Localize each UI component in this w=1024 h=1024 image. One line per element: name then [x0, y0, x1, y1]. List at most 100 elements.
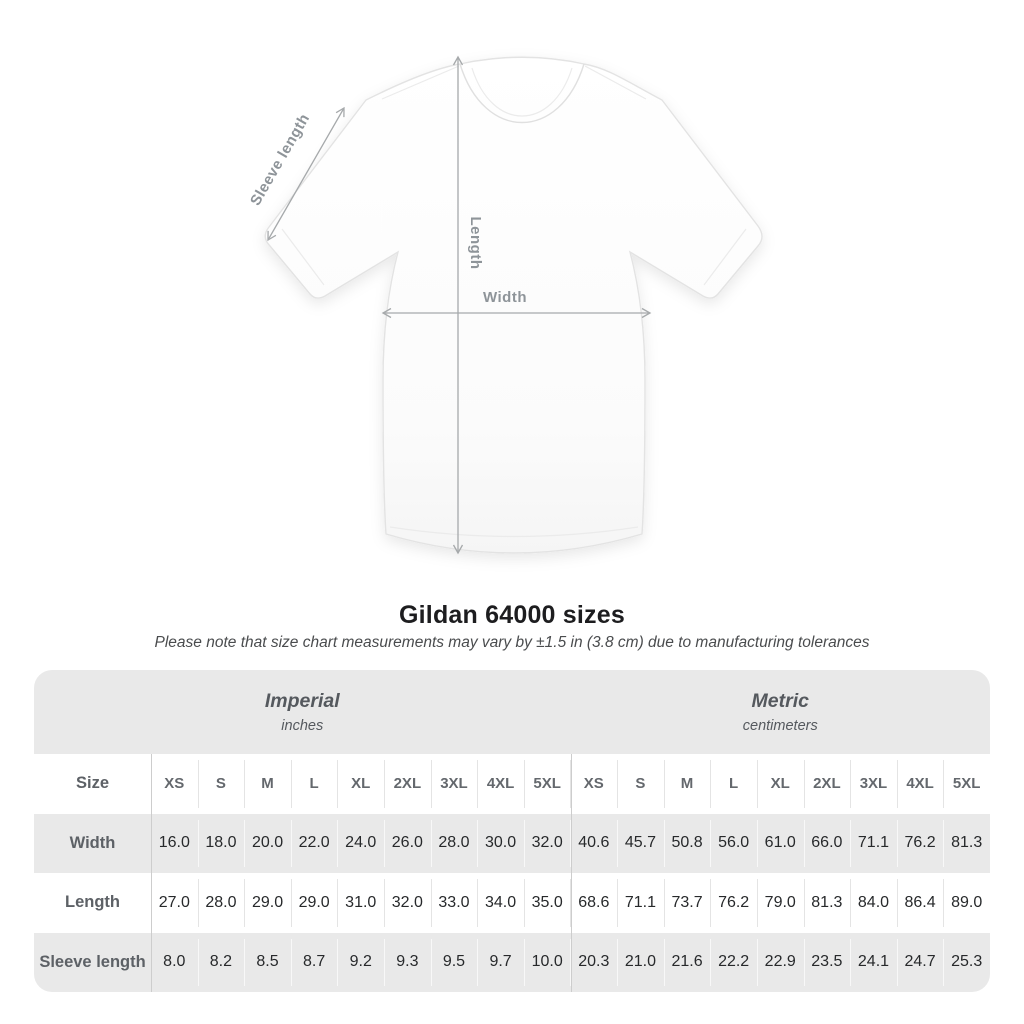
length-annotation: Length	[452, 55, 484, 555]
table-cell: 31.0	[337, 873, 384, 933]
table-cell: 29.0	[290, 873, 338, 933]
table-cell: 61.0	[756, 814, 804, 874]
size-column-header: L	[710, 754, 757, 814]
table-cell: 68.6	[570, 873, 617, 933]
table-cell: 32.0	[523, 814, 571, 874]
table-cell: 16.0	[151, 814, 198, 874]
table-cell: 9.2	[337, 933, 384, 993]
size-column-header: XL	[337, 754, 384, 814]
unit-group-metric: Metric centimeters	[571, 670, 991, 754]
size-column-header: XS	[151, 754, 198, 814]
table-cell: 24.7	[896, 933, 944, 993]
size-column-header: 2XL	[384, 754, 431, 814]
page-title: Gildan 64000 sizes	[399, 601, 625, 629]
table-cell: 22.0	[290, 814, 338, 874]
table-cell: 8.2	[197, 933, 245, 993]
table-cell: 28.0	[430, 814, 478, 874]
size-column-header: M	[244, 754, 291, 814]
imperial-label: Imperial	[264, 690, 340, 712]
table-cell: 9.5	[430, 933, 478, 993]
width-annotation: Width	[381, 289, 652, 319]
table-cell: 10.0	[523, 933, 571, 993]
metric-label: Metric	[751, 690, 809, 712]
table-cell: 22.2	[710, 933, 757, 993]
table-cell: 29.0	[244, 873, 291, 933]
width-label: Width	[483, 289, 527, 306]
table-row: Length 27.0 28.0 29.0 29.0 31.0 32.0 33.0 34.0 35…	[34, 873, 990, 933]
table-cell: 81.3	[943, 814, 990, 874]
size-column-header: 5XL	[943, 754, 990, 814]
table-cell: 71.1	[617, 873, 664, 933]
table-cell: 9.3	[384, 933, 431, 993]
table-cell: 35.0	[523, 873, 571, 933]
unit-section-divider	[570, 754, 572, 992]
collar-line	[459, 63, 585, 124]
table-cell: 76.2	[710, 873, 757, 933]
tshirt-image	[264, 56, 763, 554]
table-cell: 76.2	[896, 814, 944, 874]
row-label: Width	[69, 833, 116, 852]
table-cell: 79.0	[756, 873, 804, 933]
table-cell: 18.0	[197, 814, 245, 874]
table-cell: 8.7	[290, 933, 338, 993]
size-column-header: M	[663, 754, 711, 814]
table-cell: 32.0	[384, 873, 431, 933]
size-column-header: XS	[570, 754, 617, 814]
size-column-header: 5XL	[523, 754, 571, 814]
size-column-header: S	[617, 754, 664, 814]
table-cell: 71.1	[850, 814, 897, 874]
table-cell: 89.0	[943, 873, 990, 933]
table-cell: 26.0	[384, 814, 431, 874]
size-column-header: L	[290, 754, 338, 814]
size-column-header: 3XL	[430, 754, 478, 814]
table-cell: 66.0	[803, 814, 851, 874]
table-cell: 30.0	[477, 814, 524, 874]
table-cell: 20.0	[244, 814, 291, 874]
size-grid: Size XS S M L XL 2XL 3XL 4XL 5XL XS S M L XL 2XL 3XL 4XL 5…	[34, 754, 990, 992]
unit-group-imperial: Imperial inches	[34, 670, 571, 754]
table-cell: 45.7	[617, 814, 664, 874]
table-cell: 20.3	[570, 933, 617, 993]
table-cell: 56.0	[710, 814, 757, 874]
size-column-divider	[151, 754, 152, 992]
table-cell: 34.0	[477, 873, 524, 933]
table-cell: 50.8	[663, 814, 711, 874]
table-cell: 24.0	[337, 814, 384, 874]
size-column-header: 2XL	[803, 754, 851, 814]
table-cell: 23.5	[803, 933, 851, 993]
size-column-header: 4XL	[896, 754, 944, 814]
table-cell: 21.6	[663, 933, 711, 993]
table-cell: 9.7	[477, 933, 524, 993]
table-cell: 21.0	[617, 933, 664, 993]
corner-label: Size	[75, 774, 110, 793]
table-cell: 24.1	[850, 933, 897, 993]
row-label: Sleeve length	[39, 952, 146, 971]
metric-sublabel: centimeters	[742, 718, 818, 734]
table-cell: 8.0	[151, 933, 198, 993]
table-cell: 28.0	[197, 873, 245, 933]
table-cell: 8.5	[244, 933, 291, 993]
table-cell: 84.0	[850, 873, 897, 933]
table-cell: 40.6	[570, 814, 617, 874]
size-table: Imperial inches Metric centimeters Size X…	[34, 670, 990, 992]
length-label: Length	[467, 217, 484, 270]
size-column-header: 3XL	[850, 754, 897, 814]
table-row: Sleeve length 8.0 8.2 8.5 8.7 9.2 9.3 9.5 9.7 10.…	[34, 932, 990, 993]
size-column-header: S	[197, 754, 245, 814]
unit-header-row: Imperial inches Metric centimeters	[34, 670, 990, 754]
table-cell: 27.0	[151, 873, 198, 933]
table-cell: 86.4	[896, 873, 944, 933]
table-cell: 22.9	[756, 933, 804, 993]
imperial-sublabel: inches	[281, 718, 324, 734]
table-cell: 25.3	[943, 933, 990, 993]
table-cell: 73.7	[663, 873, 711, 933]
table-cell: 33.0	[430, 873, 478, 933]
size-column-header: XL	[756, 754, 804, 814]
table-row: Size XS S M L XL 2XL 3XL 4XL 5XL XS S M L XL 2XL 3XL 4XL 5…	[34, 754, 990, 814]
table-row: Width 16.0 18.0 20.0 22.0 24.0 26.0 28.0 30.0 32.…	[34, 813, 990, 874]
tshirt-diagram: Sleeve length Length Width	[247, 55, 763, 555]
tolerance-note: Please note that size chart measurements…	[154, 634, 870, 651]
table-cell: 81.3	[803, 873, 851, 933]
size-column-header: 4XL	[477, 754, 524, 814]
row-label: Length	[65, 893, 120, 912]
